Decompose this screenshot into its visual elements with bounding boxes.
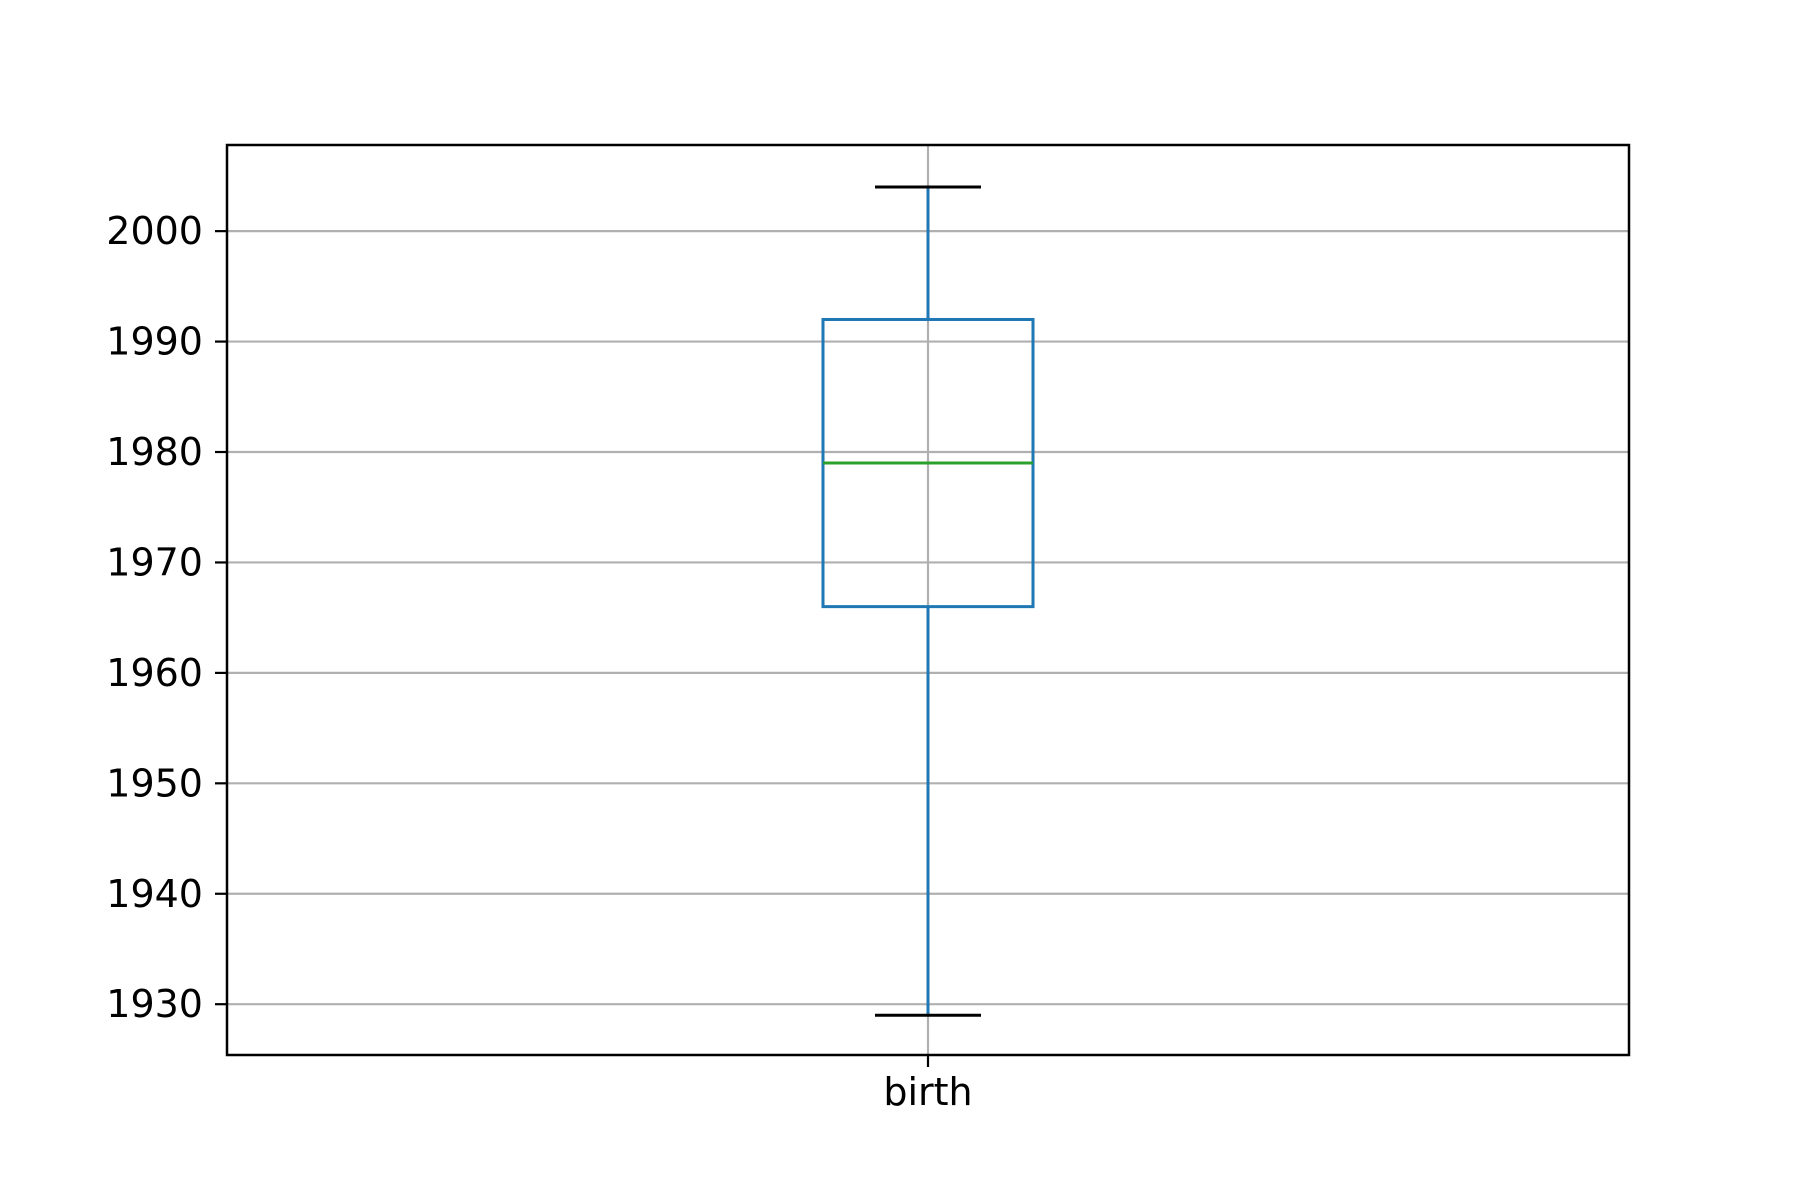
y-tick-label: 1930 [106, 982, 203, 1026]
x-tick-label: birth [883, 1070, 972, 1114]
y-tick-label: 1990 [106, 320, 203, 364]
y-tick-label: 1950 [106, 761, 203, 805]
box-series [821, 185, 1035, 1017]
x-axis: birth [883, 1055, 973, 1114]
box-birth [821, 185, 1035, 1017]
y-tick-label: 1940 [106, 872, 203, 916]
y-tick-label: 1960 [106, 651, 203, 695]
y-tick-label: 1970 [106, 540, 203, 584]
y-tick-label: 2000 [106, 209, 203, 253]
y-axis: 1930 1940 1950 1960 1970 1980 1990 2000 [106, 209, 227, 1026]
y-tick-label: 1980 [106, 430, 203, 474]
